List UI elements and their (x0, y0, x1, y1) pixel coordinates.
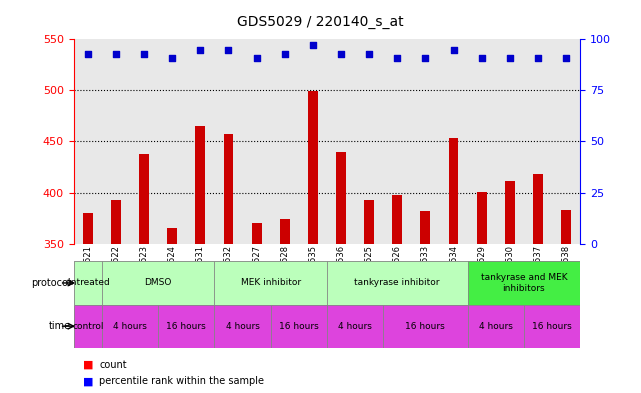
Text: percentile rank within the sample: percentile rank within the sample (99, 376, 264, 386)
Bar (214, 305, 271, 348)
Bar (383, 39, 412, 244)
Bar (308, 92, 318, 244)
Bar (102, 305, 158, 348)
Bar (158, 39, 187, 244)
Bar (214, 261, 327, 305)
Bar (102, 39, 130, 244)
Bar (102, 261, 214, 305)
Text: DMSO: DMSO (144, 279, 172, 287)
Bar (130, 39, 158, 244)
Text: 4 hours: 4 hours (338, 322, 372, 331)
Point (476, 55, 487, 61)
Bar (279, 219, 290, 244)
Text: 16 hours: 16 hours (406, 322, 445, 331)
Bar (467, 305, 524, 348)
Text: 16 hours: 16 hours (167, 322, 206, 331)
Point (139, 50, 149, 57)
Bar (224, 134, 233, 244)
Text: protocol: protocol (31, 278, 71, 288)
Point (251, 55, 262, 61)
Bar (467, 39, 495, 244)
Point (504, 55, 515, 61)
Text: 4 hours: 4 hours (226, 322, 260, 331)
Point (561, 55, 571, 61)
Point (392, 55, 403, 61)
Text: untreated: untreated (65, 279, 110, 287)
Bar (533, 174, 543, 244)
Bar (327, 261, 467, 305)
Point (223, 46, 233, 53)
Bar (420, 211, 430, 244)
Point (83, 50, 93, 57)
Bar (355, 39, 383, 244)
Bar (495, 39, 524, 244)
Bar (336, 152, 346, 244)
Text: 4 hours: 4 hours (479, 322, 513, 331)
Text: ■: ■ (83, 360, 94, 370)
Bar (524, 305, 580, 348)
Text: 4 hours: 4 hours (113, 322, 147, 331)
Text: 16 hours: 16 hours (532, 322, 572, 331)
Point (533, 55, 543, 61)
Point (167, 55, 178, 61)
Bar (214, 39, 242, 244)
Bar (561, 210, 571, 244)
Bar (440, 39, 467, 244)
Text: tankyrase inhibitor: tankyrase inhibitor (354, 279, 440, 287)
Bar (327, 305, 383, 348)
Text: 16 hours: 16 hours (279, 322, 319, 331)
Bar (392, 195, 402, 244)
Bar (158, 305, 214, 348)
Text: tankyrase and MEK
inhibitors: tankyrase and MEK inhibitors (481, 273, 567, 293)
Text: count: count (99, 360, 127, 370)
Text: GDS5029 / 220140_s_at: GDS5029 / 220140_s_at (237, 15, 404, 29)
Point (364, 50, 374, 57)
Bar (196, 126, 205, 244)
Bar (111, 200, 121, 244)
Text: ■: ■ (83, 376, 94, 386)
Bar (74, 305, 102, 348)
Bar (167, 228, 177, 244)
Bar (252, 223, 262, 244)
Bar (187, 39, 214, 244)
Bar (449, 138, 458, 244)
Bar (83, 213, 93, 244)
Point (308, 42, 318, 49)
Text: control: control (72, 322, 104, 331)
Text: time: time (48, 321, 71, 331)
Bar (505, 181, 515, 244)
Bar (299, 39, 327, 244)
Text: MEK inhibitor: MEK inhibitor (240, 279, 301, 287)
Bar (552, 39, 580, 244)
Point (420, 55, 431, 61)
Point (449, 46, 459, 53)
Bar (364, 200, 374, 244)
Point (336, 50, 346, 57)
Point (279, 50, 290, 57)
Bar (383, 305, 467, 348)
Bar (467, 261, 580, 305)
Bar (74, 39, 102, 244)
Bar (271, 305, 327, 348)
Bar (139, 154, 149, 244)
Point (195, 46, 205, 53)
Bar (477, 191, 487, 244)
Bar (242, 39, 271, 244)
Point (111, 50, 121, 57)
Bar (412, 39, 440, 244)
Bar (327, 39, 355, 244)
Bar (271, 39, 299, 244)
Bar (74, 261, 102, 305)
Bar (524, 39, 552, 244)
